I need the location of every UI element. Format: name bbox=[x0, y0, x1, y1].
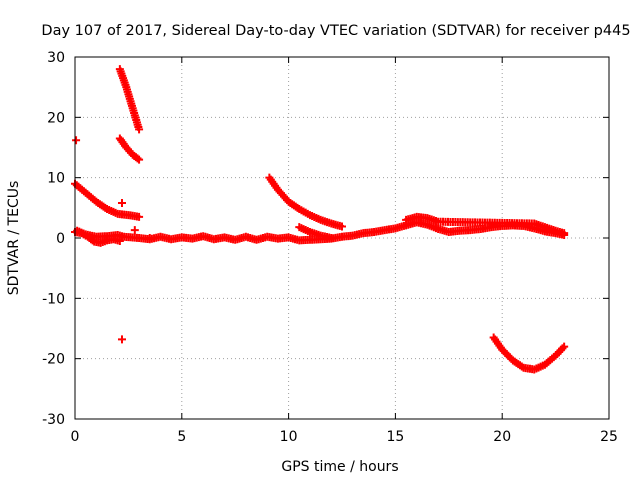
x-tick-label: 10 bbox=[280, 429, 298, 445]
y-tick-label: 10 bbox=[47, 171, 65, 187]
data-point bbox=[117, 335, 126, 344]
y-tick-label: 20 bbox=[47, 110, 65, 126]
data-point bbox=[145, 234, 154, 242]
data-point bbox=[327, 234, 336, 242]
y-tick-label: -20 bbox=[42, 352, 65, 368]
y-tick-label: 0 bbox=[56, 231, 65, 247]
data-point bbox=[338, 222, 346, 231]
y-axis-label: SDTVAR / TECUs bbox=[6, 181, 22, 296]
y-tick-label: 30 bbox=[47, 50, 65, 66]
y-tick-label: -30 bbox=[42, 412, 65, 428]
data-point bbox=[133, 154, 142, 163]
data-point bbox=[560, 342, 569, 351]
x-tick-label: 25 bbox=[600, 429, 618, 445]
data-point bbox=[560, 229, 569, 238]
x-tick-label: 5 bbox=[177, 429, 186, 445]
data-point bbox=[135, 155, 144, 164]
y-tick-label: -10 bbox=[42, 291, 65, 307]
data-point bbox=[117, 199, 126, 208]
axis-ticks: 0 5 10 15 20 25 -30 -20 -10 0 10 20 30 bbox=[42, 50, 618, 445]
data-point bbox=[135, 212, 144, 221]
data-point bbox=[88, 236, 97, 245]
data-point bbox=[130, 226, 139, 235]
chart-title: Day 107 of 2017, Sidereal Day-to-day VTE… bbox=[41, 23, 630, 39]
x-tick-label: 20 bbox=[493, 429, 511, 445]
x-axis-label: GPS time / hours bbox=[281, 459, 398, 475]
x-tick-label: 0 bbox=[71, 429, 80, 445]
data-point bbox=[115, 237, 124, 246]
data-point bbox=[135, 125, 144, 134]
x-tick-label: 15 bbox=[386, 429, 404, 445]
data-markers bbox=[71, 65, 569, 374]
data-point bbox=[72, 136, 81, 145]
